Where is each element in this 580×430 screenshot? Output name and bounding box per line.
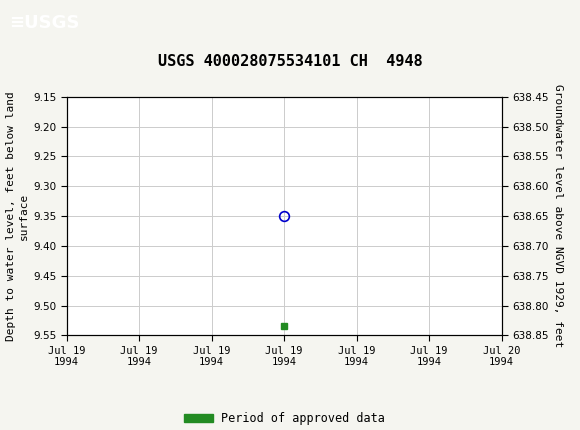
Text: USGS 400028075534101 CH  4948: USGS 400028075534101 CH 4948 xyxy=(158,54,422,69)
Text: ≡USGS: ≡USGS xyxy=(9,14,79,31)
Legend: Period of approved data: Period of approved data xyxy=(179,407,389,430)
Y-axis label: Groundwater level above NGVD 1929, feet: Groundwater level above NGVD 1929, feet xyxy=(553,84,563,348)
Y-axis label: Depth to water level, feet below land
surface: Depth to water level, feet below land su… xyxy=(6,91,29,341)
